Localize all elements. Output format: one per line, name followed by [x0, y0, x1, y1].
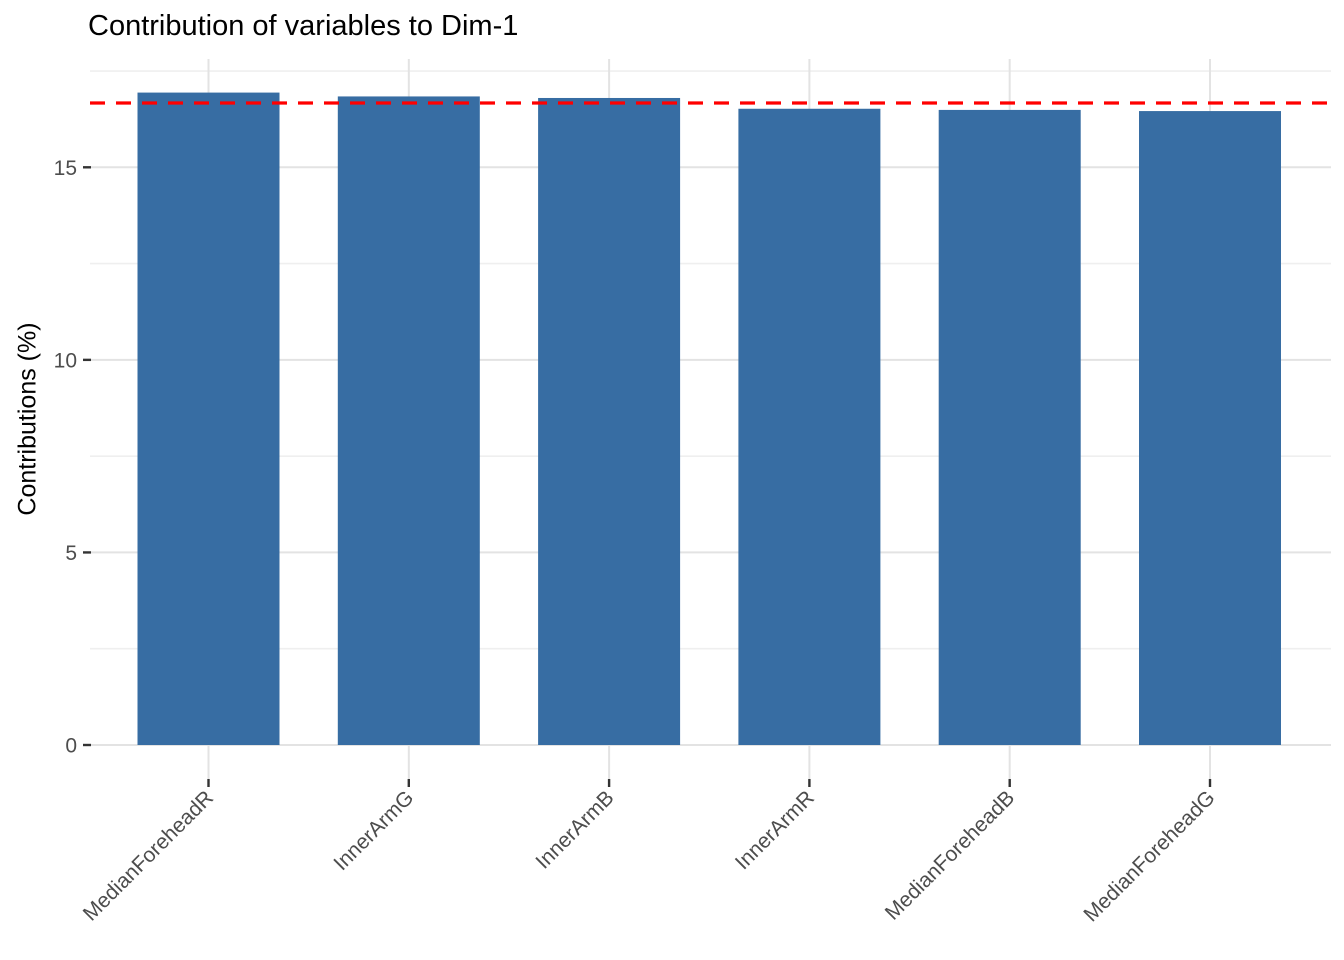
bar-MedianForeheadG	[1139, 111, 1281, 745]
y-tick-label-10: 10	[54, 349, 77, 372]
gridlines-major	[90, 166, 1331, 746]
y-axis-ticks: 0 5 10 15	[54, 157, 91, 758]
x-axis-ticks: MedianForeheadR InnerArmG InnerArmB InnerAr…	[79, 779, 1220, 926]
chart-title: Contribution of variables to Dim-1	[88, 10, 519, 42]
x-tick-label-InnerArmR: InnerArmR	[731, 786, 819, 874]
y-tick-label-0: 0	[65, 735, 77, 758]
x-tick-label-InnerArmG: InnerArmG	[329, 786, 418, 875]
bar-InnerArmB	[538, 97, 681, 745]
x-tick-label-MedianForeheadG: MedianForeheadG	[1079, 786, 1219, 926]
bar-InnerArmR	[738, 108, 881, 745]
bar-InnerArmG	[337, 96, 480, 745]
x-tick-label-MedianForeheadR: MedianForeheadR	[79, 786, 218, 925]
gridlines-minor	[90, 70, 1331, 650]
y-tick-label-15: 15	[54, 157, 77, 180]
y-tick-label-5: 5	[65, 542, 77, 565]
bars	[137, 92, 1281, 746]
x-tick-label-MedianForeheadB: MedianForeheadB	[881, 786, 1019, 924]
x-tick-label-InnerArmB: InnerArmB	[531, 786, 618, 873]
bar-MedianForeheadR	[137, 92, 280, 746]
bar-MedianForeheadB	[938, 109, 1081, 745]
